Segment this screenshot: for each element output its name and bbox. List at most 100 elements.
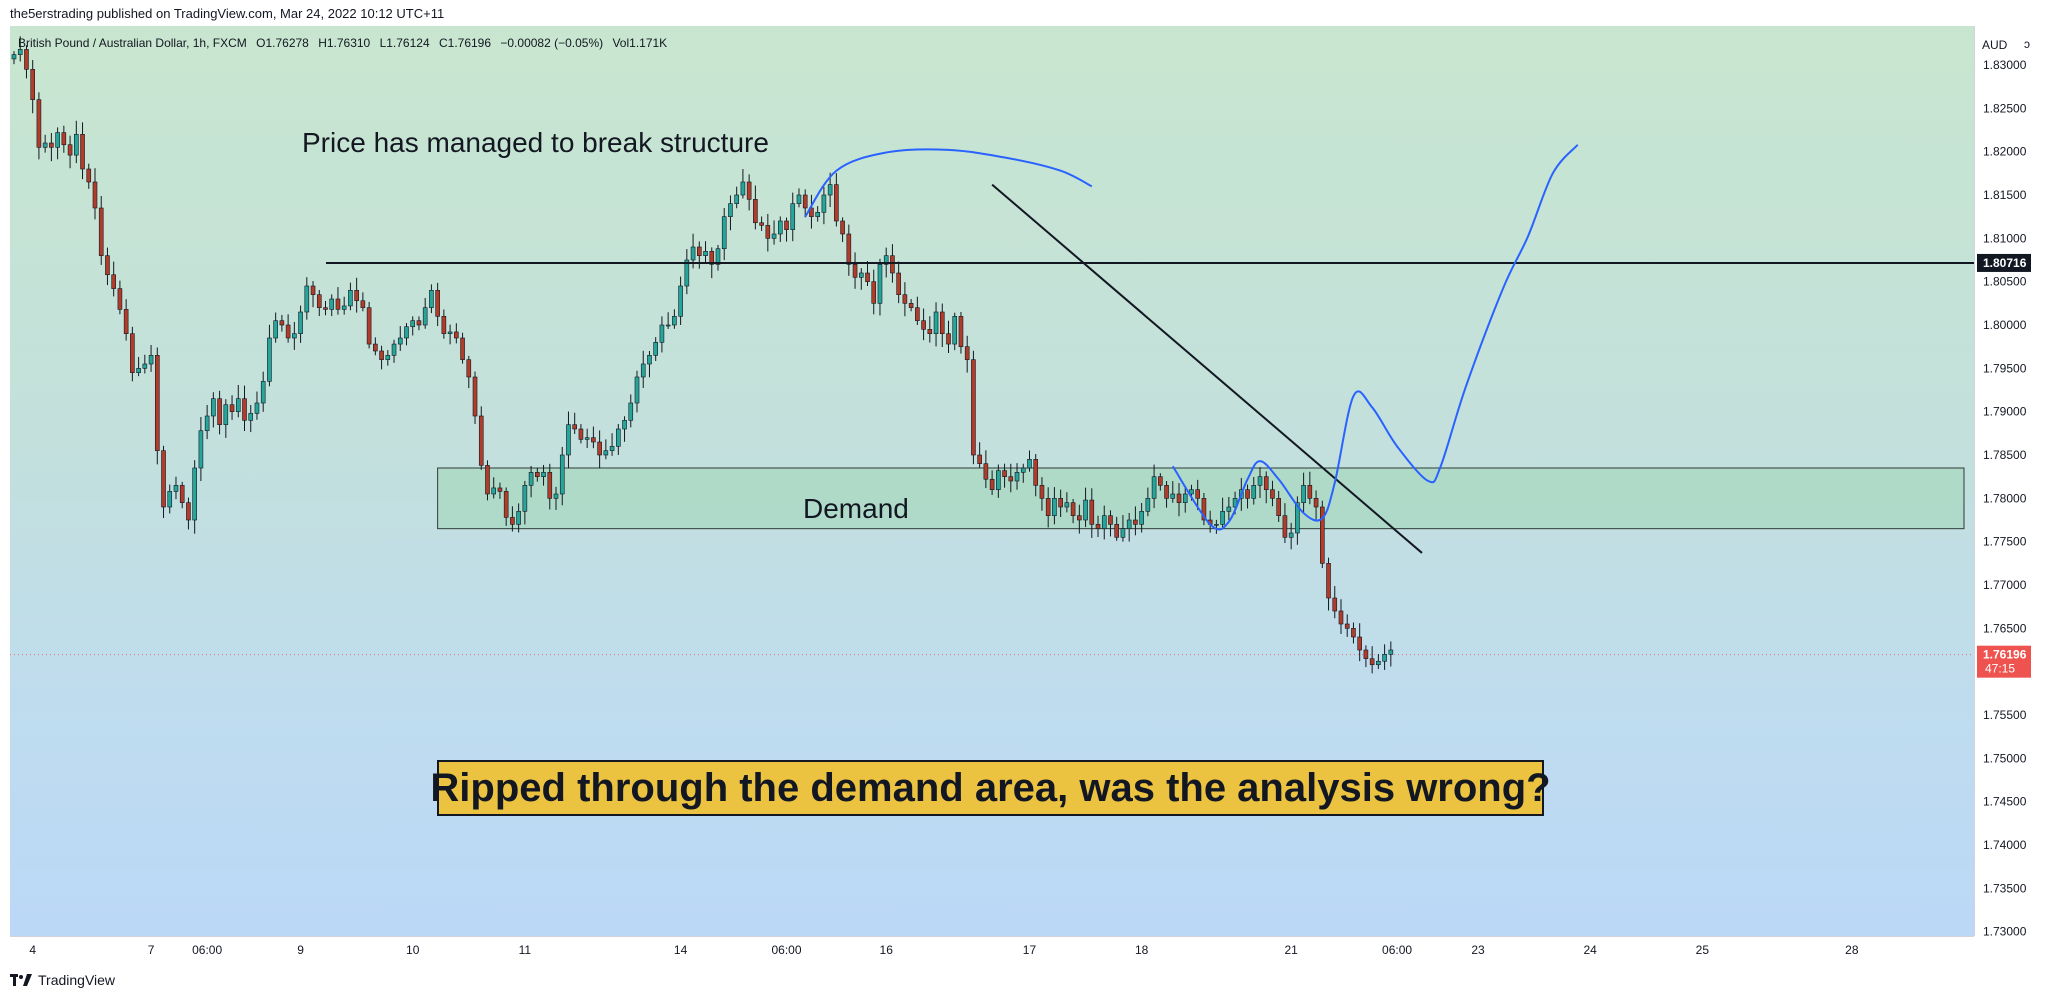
candle[interactable] [902,282,908,317]
candle[interactable] [753,185,758,230]
candle[interactable] [858,268,864,290]
candle[interactable] [1058,489,1063,518]
candle[interactable] [1344,614,1350,637]
candle[interactable] [204,405,210,440]
candle[interactable] [391,339,397,363]
candle[interactable] [1332,586,1338,619]
candle[interactable] [186,497,191,530]
candle[interactable] [1064,492,1070,513]
candle[interactable] [921,308,926,341]
candle[interactable] [728,195,733,231]
candle[interactable] [1045,487,1051,528]
candle[interactable] [572,412,578,434]
candle[interactable] [1020,463,1026,483]
candle[interactable] [640,350,646,388]
candle[interactable] [1313,490,1319,521]
candle[interactable] [491,477,497,499]
candle[interactable] [777,216,783,242]
candle[interactable] [285,314,291,343]
candle[interactable] [1276,491,1281,522]
candle[interactable] [1320,500,1325,568]
candle[interactable] [578,424,584,444]
candle[interactable] [55,127,60,160]
time-axis[interactable]: 4 7 06:00 9 10 11 14 06:00 16 17 18 21 06:00 23 24 25 28 [10,936,1974,963]
candle[interactable] [852,252,858,289]
candle[interactable] [1002,463,1007,488]
candle[interactable] [11,51,17,65]
candle[interactable] [366,301,372,349]
candle[interactable] [622,416,627,442]
candle[interactable] [834,173,839,227]
candle[interactable] [310,281,316,308]
candle[interactable] [541,464,546,486]
candle[interactable] [1170,481,1176,503]
candle[interactable] [1039,477,1045,511]
candle[interactable] [435,282,440,326]
candle[interactable] [1363,645,1369,668]
candle[interactable] [42,134,48,153]
candle[interactable] [130,326,135,382]
candle[interactable] [167,484,173,514]
candle[interactable] [373,337,378,356]
candle[interactable] [846,224,852,276]
candle[interactable] [996,464,1001,498]
candle[interactable] [840,217,845,243]
candle[interactable] [989,470,995,495]
candle[interactable] [821,187,827,225]
candle[interactable] [771,220,777,245]
candle[interactable] [24,45,29,79]
candle[interactable] [117,280,123,315]
candle[interactable] [802,189,808,218]
candle[interactable] [497,482,503,499]
candle[interactable] [123,299,129,341]
candle[interactable] [1326,557,1331,611]
candle[interactable] [896,261,901,304]
candle[interactable] [74,120,79,164]
candle[interactable] [329,294,335,317]
candle[interactable] [1126,512,1132,542]
candle[interactable] [1257,467,1263,499]
descending-trendline[interactable] [991,183,1423,554]
candle[interactable] [1251,477,1257,505]
candle[interactable] [1139,503,1144,533]
candle[interactable] [192,460,197,534]
candle[interactable] [1376,654,1381,669]
candle[interactable] [939,303,945,348]
candle[interactable] [647,351,652,378]
candle[interactable] [1388,641,1394,667]
candle[interactable] [161,445,166,518]
candle[interactable] [248,405,254,433]
candle[interactable] [672,309,677,329]
candle[interactable] [30,60,35,114]
candle[interactable] [385,350,391,366]
candle[interactable] [154,347,160,465]
candle[interactable] [105,247,110,286]
candle[interactable] [784,217,789,242]
candle[interactable] [1089,488,1095,538]
candle[interactable] [173,476,179,500]
candle[interactable] [559,446,565,506]
candle[interactable] [441,309,447,339]
candle[interactable] [36,92,42,160]
candle[interactable] [790,192,796,242]
candle[interactable] [179,481,185,509]
candle[interactable] [61,125,67,153]
candle[interactable] [1220,497,1225,530]
candle[interactable] [1145,487,1151,517]
candle[interactable] [958,312,964,354]
candle[interactable] [871,269,877,315]
candle[interactable] [229,395,235,420]
candle[interactable] [1263,471,1269,504]
candle[interactable] [759,216,764,231]
candle[interactable] [98,196,104,265]
candle[interactable] [260,371,266,412]
candle[interactable] [1108,510,1113,537]
candle[interactable] [379,345,384,370]
candle[interactable] [1014,463,1020,490]
candle[interactable] [1382,644,1387,670]
candle[interactable] [566,411,571,469]
candle[interactable] [628,394,634,428]
candle[interactable] [964,335,970,373]
candle[interactable] [49,133,54,162]
candle[interactable] [460,332,465,364]
